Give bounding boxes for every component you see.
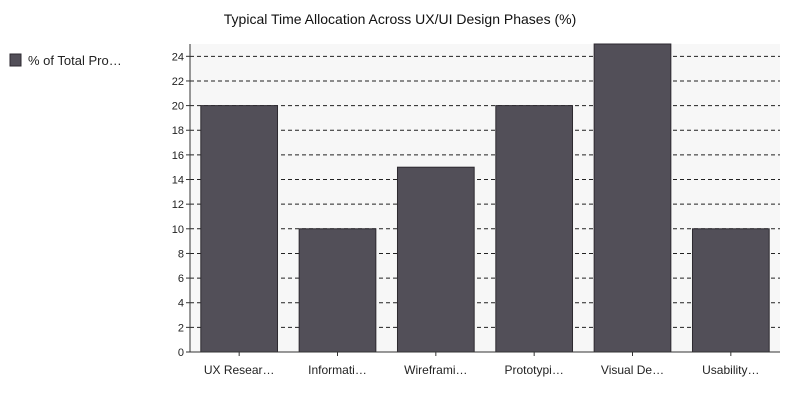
axes <box>189 44 780 353</box>
legend-label: % of Total Pro… <box>28 53 122 68</box>
bar <box>396 166 475 353</box>
x-tick-label: Usability… <box>702 363 759 377</box>
y-tick-label: 4 <box>178 298 184 310</box>
x-axis-ticks: UX Resear… Informati… Wireframi… Prototypi…… <box>204 352 760 377</box>
x-tick-label: Informati… <box>308 363 367 377</box>
y-tick-label: 22 <box>172 76 184 88</box>
plot-area <box>190 44 780 352</box>
bar <box>495 105 574 353</box>
y-tick-label: 12 <box>172 199 184 211</box>
bar <box>200 105 279 353</box>
x-tick-label: Wireframi… <box>404 363 467 377</box>
bars <box>200 43 770 353</box>
chart-title: Typical Time Allocation Across UX/UI Des… <box>224 11 576 27</box>
bar <box>691 228 770 353</box>
legend-swatch <box>9 53 22 67</box>
y-tick-label: 18 <box>172 125 184 137</box>
x-tick-label: UX Resear… <box>204 363 275 377</box>
bar <box>298 228 377 353</box>
y-tick-label: 6 <box>178 273 184 285</box>
bar <box>593 43 672 353</box>
y-tick-label: 24 <box>172 51 184 63</box>
y-tick-label: 8 <box>178 248 184 260</box>
y-tick-label: 2 <box>178 322 184 334</box>
grid-lines <box>190 55 780 328</box>
y-tick-label: 10 <box>172 224 184 236</box>
x-tick-label: Visual De… <box>601 363 664 377</box>
x-tick-label: Prototypi… <box>504 363 563 377</box>
legend: % of Total Pro… <box>9 53 122 68</box>
y-tick-label: 16 <box>172 150 184 162</box>
y-tick-label: 14 <box>172 175 184 187</box>
y-tick-label: 20 <box>172 101 184 113</box>
y-tick-label: 0 <box>178 347 184 359</box>
